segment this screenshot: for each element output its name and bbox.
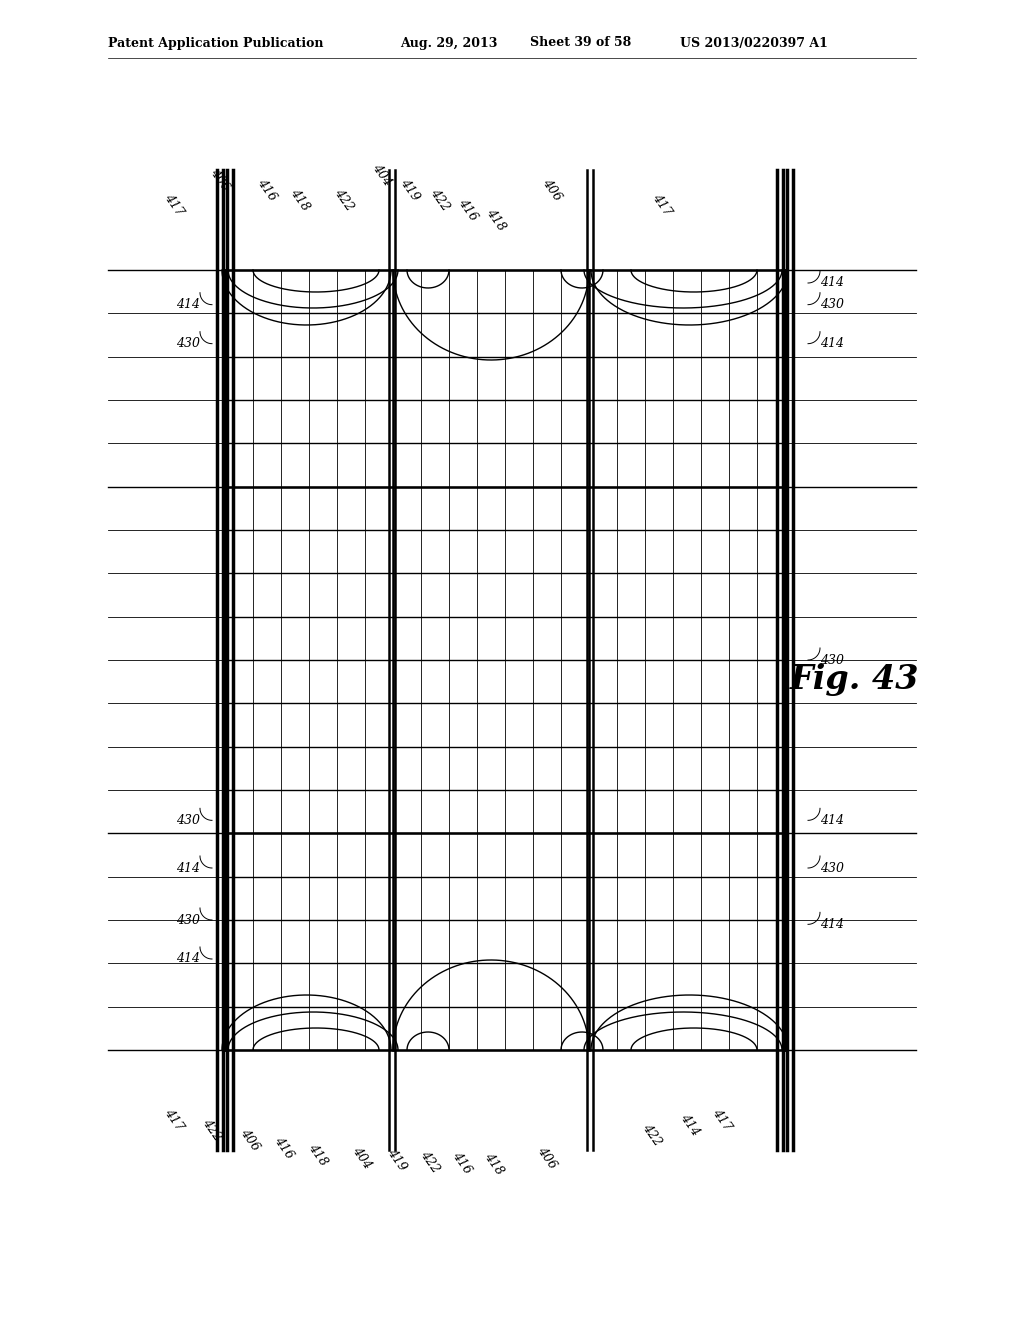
Text: 406: 406	[238, 1126, 262, 1154]
Text: 416: 416	[272, 1134, 296, 1162]
Text: 416: 416	[456, 197, 480, 223]
Text: 422: 422	[428, 186, 453, 214]
Text: 417: 417	[650, 191, 675, 219]
Text: 414: 414	[176, 953, 200, 965]
Text: Sheet 39 of 58: Sheet 39 of 58	[530, 37, 631, 49]
Text: 414: 414	[176, 298, 200, 312]
Text: 430: 430	[820, 862, 844, 874]
Text: 422: 422	[332, 186, 356, 214]
Text: 430: 430	[820, 298, 844, 312]
Text: 422: 422	[200, 1117, 224, 1143]
Text: 417: 417	[162, 191, 186, 219]
Text: 406: 406	[540, 177, 564, 203]
Text: 414: 414	[820, 917, 844, 931]
Text: Patent Application Publication: Patent Application Publication	[108, 37, 324, 49]
Text: 414: 414	[820, 814, 844, 826]
Text: 406: 406	[535, 1144, 559, 1172]
Text: 430: 430	[176, 337, 200, 350]
Text: 430: 430	[176, 814, 200, 826]
Text: 419: 419	[385, 1147, 410, 1173]
Text: 406: 406	[208, 166, 232, 194]
Text: 417: 417	[162, 1106, 186, 1134]
Text: 417: 417	[710, 1106, 734, 1134]
Text: 418: 418	[482, 1151, 507, 1177]
Text: 414: 414	[678, 1111, 702, 1139]
Text: 422: 422	[418, 1148, 442, 1176]
Text: 416: 416	[450, 1150, 474, 1176]
Text: 430: 430	[176, 913, 200, 927]
Text: 416: 416	[255, 177, 280, 203]
Text: 414: 414	[820, 276, 844, 289]
Text: 419: 419	[398, 177, 423, 203]
Text: 404: 404	[370, 161, 394, 189]
Text: 418: 418	[306, 1142, 331, 1168]
Text: Fig. 43: Fig. 43	[790, 664, 920, 697]
Text: Aug. 29, 2013: Aug. 29, 2013	[400, 37, 498, 49]
Text: 414: 414	[820, 337, 844, 350]
Text: US 2013/0220397 A1: US 2013/0220397 A1	[680, 37, 827, 49]
Text: 422: 422	[640, 1122, 665, 1148]
Text: 404: 404	[350, 1144, 375, 1172]
Text: 418: 418	[288, 186, 312, 214]
Text: 418: 418	[484, 206, 508, 234]
Text: 430: 430	[820, 653, 844, 667]
Text: 414: 414	[176, 862, 200, 874]
